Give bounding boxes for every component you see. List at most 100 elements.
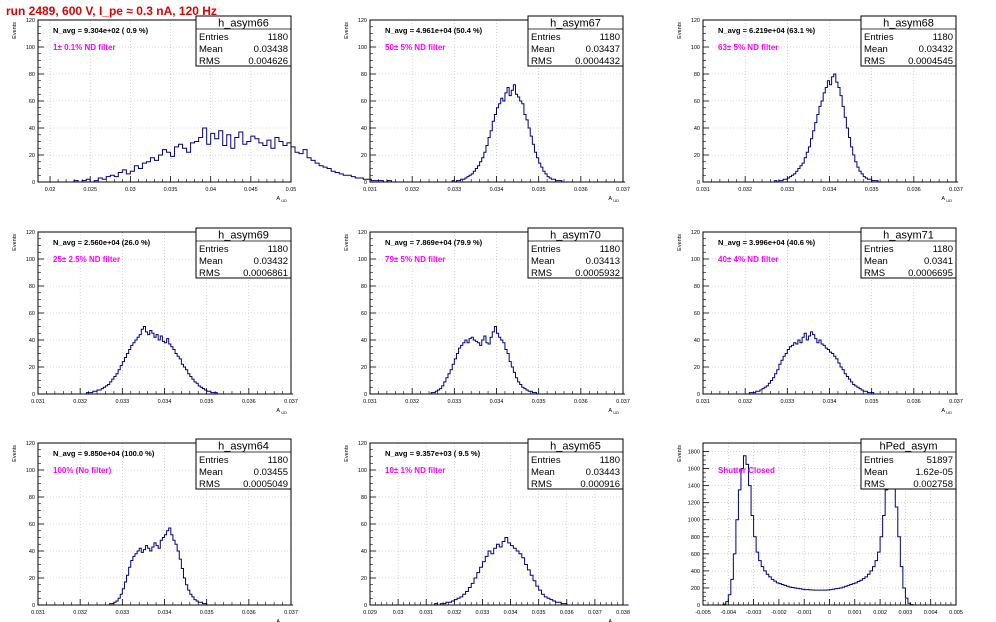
stats-value: 1180 <box>268 244 288 255</box>
y-axis-label: Events <box>677 445 683 462</box>
stats-label: RMS <box>531 479 552 490</box>
y-tick-label: 0 <box>364 603 367 609</box>
x-tick-label: 0.036 <box>242 610 256 616</box>
stats-label: RMS <box>199 268 220 279</box>
x-tick-label: 0.033 <box>115 399 129 405</box>
hist-name: h_asym66 <box>218 18 269 30</box>
y-tick-label: 80 <box>29 284 35 290</box>
filter-label: 63± 5% ND filter <box>718 43 778 52</box>
stats-value: 0.03432 <box>254 256 288 267</box>
stats-box: h_asym70 Entries 1180 Mean 0.03413 RMS 0.00059… <box>527 227 624 279</box>
x-tick-label: 0.025 <box>83 187 97 193</box>
x-tick-label: 0.035 <box>200 399 214 405</box>
y-axis-label: Events <box>12 445 18 462</box>
stats-label: Mean <box>531 44 555 55</box>
stats-label: RMS <box>864 56 885 67</box>
histogram-line <box>370 537 629 606</box>
y-tick-label: 120 <box>691 18 700 24</box>
stats-box: h_asym65 Entries 1180 Mean 0.03443 RMS 0.00091… <box>527 438 624 490</box>
stats-label: Mean <box>864 44 888 55</box>
y-tick-label: 20 <box>29 365 35 371</box>
y-tick-label: 1400 <box>688 484 700 490</box>
filter-label: 79± 5% ND filter <box>385 255 445 264</box>
stats-value: 0.03437 <box>586 44 620 55</box>
y-tick-label: 100 <box>358 257 367 263</box>
y-tick-label: 20 <box>29 153 35 159</box>
x-tick-label: 0.002 <box>873 610 887 616</box>
y-tick-label: 100 <box>691 45 700 51</box>
y-tick-label: 120 <box>358 230 367 236</box>
y-tick-label: 40 <box>694 338 700 344</box>
x-tick-label: 0.037 <box>949 187 963 193</box>
stats-value: 0.03432 <box>919 44 953 55</box>
filter-label: 10± 1% ND filter <box>385 466 445 475</box>
x-tick-label: 0.031 <box>696 399 710 405</box>
stats-value: 0.0006695 <box>908 268 953 279</box>
stats-value: 1180 <box>600 244 620 255</box>
y-tick-label: 20 <box>694 365 700 371</box>
histogram-panel-hPed_asym: -0.005 -0.004 -0.003 -0.002 -0.001 0 0.001 0.00… <box>677 438 963 616</box>
y-tick-label: 80 <box>29 72 35 78</box>
y-tick-label: 100 <box>358 468 367 474</box>
y-tick-label: 400 <box>691 569 700 575</box>
stats-value: 0.0004545 <box>908 56 953 67</box>
stats-label: Mean <box>864 467 888 478</box>
histogram-panel-h_asym70: 0.031 0.032 0.033 0.034 0.035 0.036 0.037 0 20 40… <box>344 227 630 415</box>
x-tick-label: -0.001 <box>796 610 812 616</box>
x-tick-label: 0.005 <box>949 610 963 616</box>
x-tick-label: 0.033 <box>780 187 794 193</box>
x-tick-label: 0.034 <box>823 187 837 193</box>
stats-label: Entries <box>199 244 229 255</box>
y-tick-label: 0 <box>32 603 35 609</box>
y-tick-label: 40 <box>361 126 367 132</box>
histogram-panel-h_asym68: 0.031 0.032 0.033 0.034 0.035 0.036 0.037 0 20 40… <box>677 15 963 203</box>
y-tick-label: 200 <box>691 586 700 592</box>
x-tick-label: 0.029 <box>363 610 377 616</box>
y-tick-label: 100 <box>26 257 35 263</box>
hist-name: h_asym68 <box>883 18 934 30</box>
stats-box-frame <box>527 438 624 490</box>
stats-box-frame <box>195 227 292 279</box>
histogram-line <box>370 84 626 183</box>
x-tick-label: 0.035 <box>532 610 546 616</box>
y-tick-label: 1600 <box>688 467 700 473</box>
y-tick-label: 40 <box>29 126 35 132</box>
y-tick-label: 80 <box>694 72 700 78</box>
y-tick-label: 800 <box>691 535 700 541</box>
stats-box-frame <box>195 15 292 67</box>
x-axis-label: A UD <box>276 408 287 415</box>
histogram-panel-h_asym65: 0.029 0.03 0.031 0.032 0.033 0.034 0.035 0.036 0… <box>344 438 630 622</box>
x-tick-label: 0.032 <box>405 187 419 193</box>
stats-value: 0.03443 <box>586 467 620 478</box>
x-tick-label: 0.033 <box>476 610 490 616</box>
navg-label: N_avg = 6.219e+04 (63.1 %) <box>718 26 816 35</box>
histogram-line <box>38 326 294 395</box>
y-tick-label: 100 <box>691 257 700 263</box>
x-axis-label: A UD <box>608 408 619 415</box>
x-tick-label: 0.037 <box>949 399 963 405</box>
stats-label: Mean <box>199 44 223 55</box>
stats-label: Entries <box>864 32 894 43</box>
stats-value: 1180 <box>600 455 620 466</box>
x-tick-label: 0.037 <box>616 187 630 193</box>
stats-label: RMS <box>531 268 552 279</box>
stats-value: 1180 <box>268 455 288 466</box>
x-tick-label: 0.034 <box>490 399 504 405</box>
y-axis-label: Events <box>344 445 350 462</box>
hist-name: h_asym71 <box>883 230 934 242</box>
y-tick-label: 80 <box>361 72 367 78</box>
histogram-line <box>38 127 452 183</box>
navg-label: N_avg = 9.357e+03 ( 9.5 %) <box>385 449 481 458</box>
x-tick-label: 0.033 <box>780 399 794 405</box>
x-tick-label: 0.036 <box>907 399 921 405</box>
x-tick-label: 0.036 <box>560 610 574 616</box>
navg-label: N_avg = 2.560e+04 (26.0 %) <box>53 238 151 247</box>
x-tick-label: 0.036 <box>907 187 921 193</box>
y-tick-label: 20 <box>361 576 367 582</box>
stats-label: RMS <box>199 479 220 490</box>
stats-value: 0.03413 <box>586 256 620 267</box>
x-tick-label: 0.003 <box>899 610 913 616</box>
filter-label: 100% (No filter) <box>53 466 112 475</box>
y-tick-label: 80 <box>29 495 35 501</box>
x-tick-label: 0.032 <box>405 399 419 405</box>
